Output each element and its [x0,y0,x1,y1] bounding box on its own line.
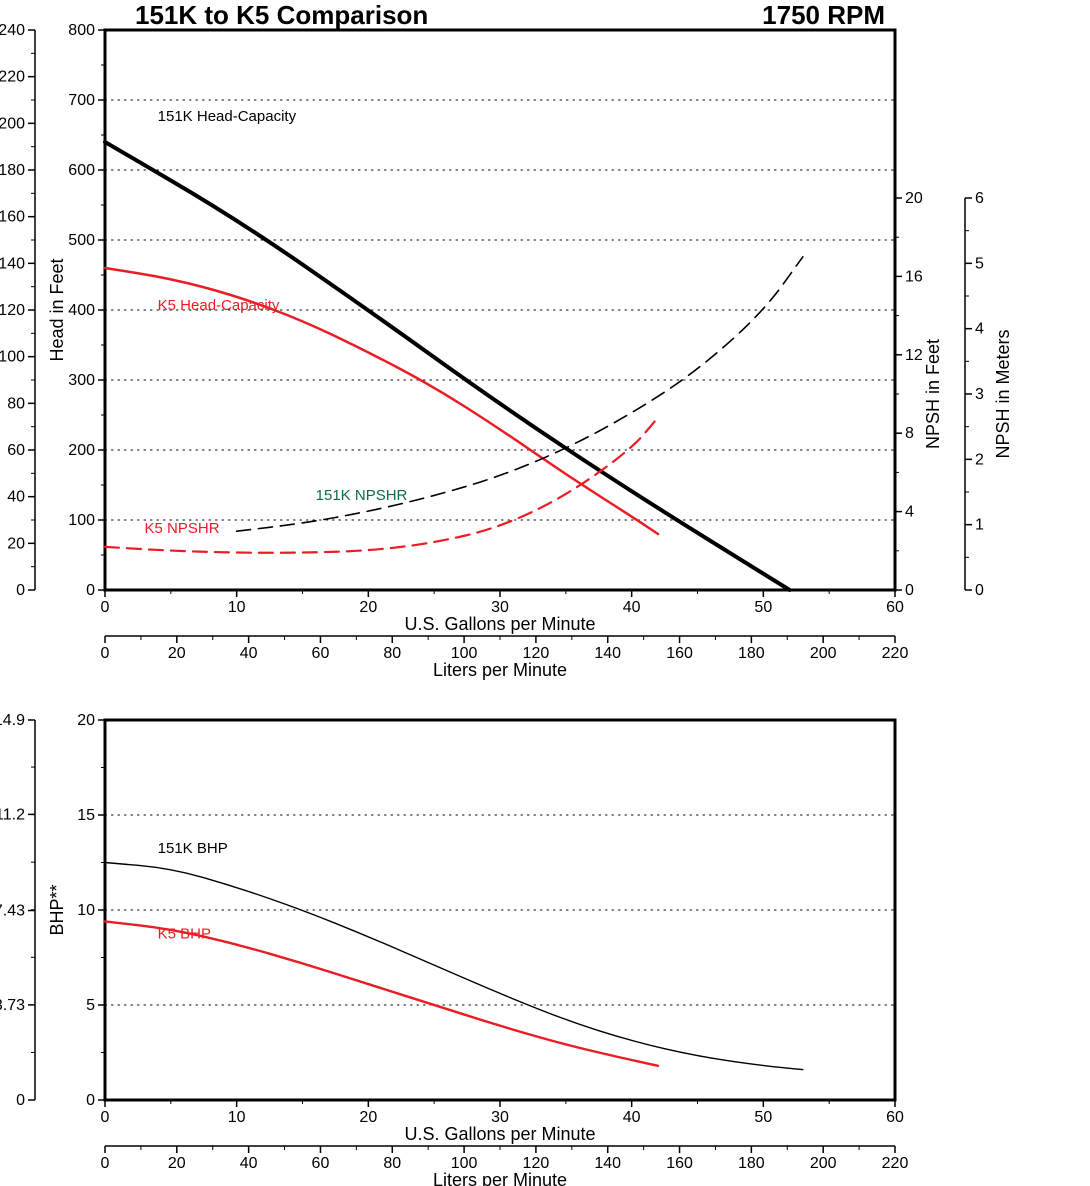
x-tick-label: 0 [101,599,110,616]
yr-tick-label: 5 [975,255,984,272]
y-tick-label: 300 [68,372,95,389]
y2-tick-label: 60 [7,442,25,459]
y-left-inner-label: Head in Feet [47,258,67,361]
x2-tick-label: 200 [810,1155,837,1172]
x2-tick-label: 40 [240,1155,258,1172]
y2-tick-label: 220 [0,69,25,86]
y-tick-label: 500 [68,232,95,249]
y-tick-label: 15 [77,807,95,824]
pump-comparison-charts: 151K to K5 Comparison1750 RPM01020304050… [0,0,1090,1186]
x2-tick-label: 40 [240,645,258,662]
x2-tick-label: 0 [101,1155,110,1172]
x-axis-label-primary: U.S. Gallons per Minute [404,614,595,634]
x2-tick-label: 180 [738,1155,765,1172]
x-tick-label: 20 [359,599,377,616]
x2-tick-label: 180 [738,645,765,662]
x2-tick-label: 20 [168,645,186,662]
yr-tick-label: 3 [975,386,984,403]
y-tick-label: 0 [86,1092,95,1109]
y2-tick-label: 14.9 [0,712,25,729]
chart-title-left: 151K to K5 Comparison [135,0,428,30]
x2-tick-label: 80 [383,645,401,662]
label-151k-npshr: 151K NPSHR [316,487,408,504]
yr-tick-label: 0 [905,582,914,599]
x2-tick-label: 20 [168,1155,186,1172]
x-tick-label: 0 [101,1109,110,1126]
series-bhp_151k [105,863,803,1070]
yr-tick-label: 2 [975,451,984,468]
label-151k-bhp: 151K BHP [158,840,228,857]
y2-tick-label: 3.73 [0,997,25,1014]
x-tick-label: 60 [886,599,904,616]
yr-tick-label: 8 [905,425,914,442]
y2-tick-label: 0 [16,1092,25,1109]
yr-tick-label: 1 [975,517,984,534]
x2-tick-label: 60 [312,645,330,662]
y2-tick-label: 240 [0,22,25,39]
y-tick-label: 800 [68,22,95,39]
y2-tick-label: 7.43 [0,903,25,920]
y-tick-label: 700 [68,92,95,109]
y2-tick-label: 140 [0,255,25,272]
y-left-inner-label: BHP** [47,884,67,935]
y-tick-label: 0 [86,582,95,599]
x-tick-label: 20 [359,1109,377,1126]
x2-tick-label: 140 [594,645,621,662]
x-axis-label-secondary: Liters per Minute [433,660,567,680]
x2-tick-label: 80 [383,1155,401,1172]
y2-tick-label: 11.2 [0,806,25,823]
y2-tick-label: 100 [0,349,25,366]
yr-tick-label: 4 [905,504,914,521]
y2-tick-label: 0 [16,582,25,599]
y-tick-label: 20 [77,712,95,729]
y2-tick-label: 20 [7,535,25,552]
x-tick-label: 10 [228,1109,246,1126]
x2-tick-label: 60 [312,1155,330,1172]
y_right_inner-label: NPSH in Feet [923,339,943,449]
yr-tick-label: 4 [975,321,984,338]
yr-tick-label: 12 [905,347,923,364]
x-tick-label: 50 [754,1109,772,1126]
y-tick-label: 200 [68,442,95,459]
x-tick-label: 50 [754,599,772,616]
x-tick-label: 60 [886,1109,904,1126]
x2-tick-label: 220 [882,645,909,662]
x-tick-label: 40 [623,599,641,616]
x-axis-label-primary: U.S. Gallons per Minute [404,1124,595,1144]
yr-tick-label: 16 [905,268,923,285]
yr-tick-label: 6 [975,190,984,207]
y-tick-label: 400 [68,302,95,319]
label-k5-head-capacity: K5 Head-Capacity [158,297,280,314]
yr-tick-label: 20 [905,190,923,207]
y_right_outer-label: NPSH in Meters [993,329,1013,458]
y2-tick-label: 40 [7,489,25,506]
y2-tick-label: 80 [7,395,25,412]
x2-tick-label: 220 [882,1155,909,1172]
x2-tick-label: 160 [666,1155,693,1172]
y-tick-label: 10 [77,902,95,919]
label-151k-head-capacity: 151K Head-Capacity [158,108,297,125]
label-k5-npshr: K5 NPSHR [145,520,220,537]
x-tick-label: 10 [228,599,246,616]
y2-tick-label: 160 [0,209,25,226]
y-tick-label: 5 [86,997,95,1014]
x2-tick-label: 0 [101,645,110,662]
y2-tick-label: 180 [0,162,25,179]
label-k5-bhp: K5 BHP [158,926,211,943]
y-tick-label: 600 [68,162,95,179]
x2-tick-label: 140 [594,1155,621,1172]
chart-title-right: 1750 RPM [762,0,885,30]
yr-tick-label: 0 [975,582,984,599]
x-axis-label-secondary: Liters per Minute [433,1170,567,1186]
x2-tick-label: 160 [666,645,693,662]
y2-tick-label: 200 [0,115,25,132]
x-tick-label: 40 [623,1109,641,1126]
y2-tick-label: 120 [0,302,25,319]
y-tick-label: 100 [68,512,95,529]
x2-tick-label: 200 [810,645,837,662]
